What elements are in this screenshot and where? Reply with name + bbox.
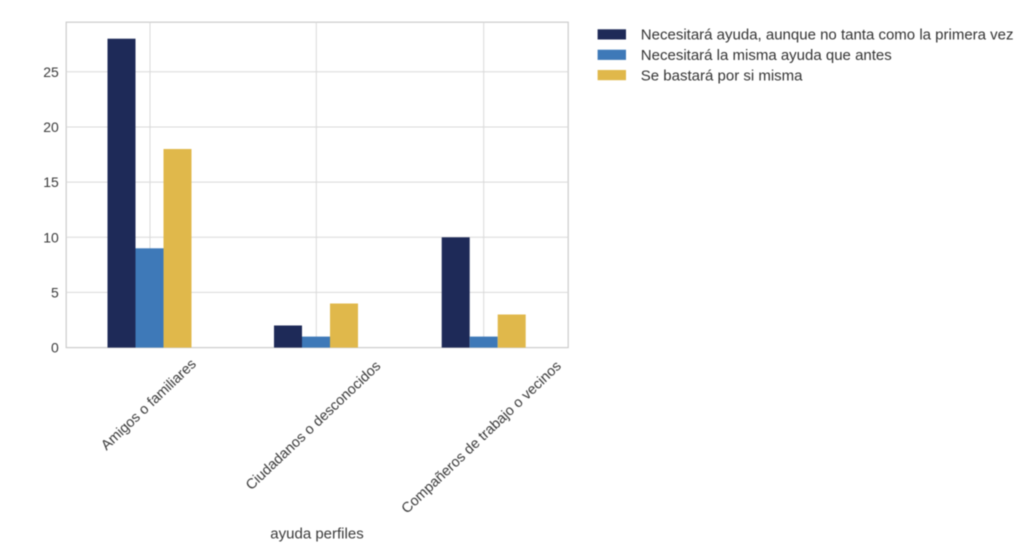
svg-text:5: 5 xyxy=(51,284,59,300)
svg-text:Necesitará ayuda, aunque no ta: Necesitará ayuda, aunque no tanta como l… xyxy=(641,27,1014,44)
svg-text:Se bastará por si misma: Se bastará por si misma xyxy=(641,67,803,84)
svg-text:0: 0 xyxy=(51,340,59,356)
svg-text:20: 20 xyxy=(43,119,59,135)
svg-text:ayuda perfiles: ayuda perfiles xyxy=(270,526,363,543)
svg-text:15: 15 xyxy=(43,174,59,190)
svg-text:25: 25 xyxy=(43,64,59,80)
svg-text:10: 10 xyxy=(43,229,59,245)
svg-text:Necesitará la misma ayuda que: Necesitará la misma ayuda que antes xyxy=(641,47,892,64)
